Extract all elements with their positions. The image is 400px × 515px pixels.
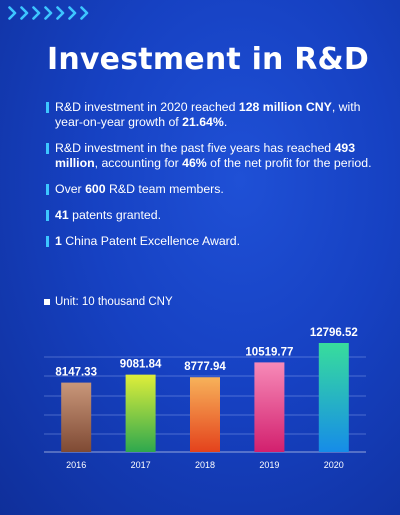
legend-square-icon bbox=[44, 299, 50, 305]
highlight-figure: 21.64% bbox=[182, 115, 224, 129]
bullet-marker bbox=[46, 210, 49, 221]
highlight-figure: 41 bbox=[55, 208, 69, 222]
bar-2016 bbox=[61, 382, 92, 452]
unit-text: Unit: 10 thousand CNY bbox=[55, 296, 173, 308]
chevron-right-icon bbox=[44, 3, 53, 23]
bullet-marker bbox=[46, 143, 49, 154]
chevron-right-icon bbox=[32, 3, 41, 23]
chevron-right-icon bbox=[68, 3, 77, 23]
bar-value-label: 12796.52 bbox=[310, 327, 358, 339]
bullet-marker bbox=[46, 102, 49, 113]
chart-unit-label: Unit: 10 thousand CNY bbox=[44, 296, 173, 308]
bar-2020 bbox=[318, 343, 349, 452]
highlight-text: , with year-on-year growth of bbox=[55, 100, 361, 129]
x-tick-label: 2017 bbox=[131, 460, 151, 470]
highlight-item: R&D investment in 2020 reached 128 milli… bbox=[46, 100, 386, 130]
page-title: Investment in R&D bbox=[47, 42, 370, 77]
highlight-text: R&D team members. bbox=[105, 182, 224, 196]
bar-2019 bbox=[254, 362, 285, 452]
highlight-item: R&D investment in the past five years ha… bbox=[46, 141, 386, 171]
highlight-figure: 1 bbox=[55, 234, 62, 248]
highlight-figure: 600 bbox=[85, 182, 106, 196]
highlight-text: , accounting for bbox=[94, 156, 183, 170]
highlight-figure: 493 million bbox=[55, 141, 356, 170]
chevron-right-icon bbox=[56, 3, 65, 23]
bar-value-label: 9081.84 bbox=[120, 359, 162, 371]
bullet-marker bbox=[46, 184, 49, 195]
x-tick-label: 2019 bbox=[259, 460, 279, 470]
highlight-figure: 128 million CNY bbox=[238, 100, 332, 114]
chevron-right-icon bbox=[80, 3, 89, 23]
x-tick-label: 2018 bbox=[195, 460, 215, 470]
highlights-list: R&D investment in 2020 reached 128 milli… bbox=[46, 100, 386, 260]
chevron-right-icon bbox=[8, 3, 17, 23]
highlight-text: R&D investment in the past five years ha… bbox=[55, 141, 335, 155]
rnd-investment-bar-chart: 8147.33 2016 9081.84 2017 8777.94 2018 10519.7… bbox=[44, 327, 366, 470]
highlight-figure: 46% bbox=[182, 156, 207, 170]
highlight-text: of the net profit for the period. bbox=[206, 156, 372, 170]
highlight-text: patents granted. bbox=[68, 208, 161, 222]
highlight-text: Over bbox=[55, 182, 86, 196]
bar-value-label: 8147.33 bbox=[55, 367, 97, 379]
decorative-chevrons bbox=[8, 3, 92, 27]
bullet-marker bbox=[46, 236, 49, 247]
chevron-right-icon bbox=[20, 3, 29, 23]
highlight-text: China Patent Excellence Award. bbox=[61, 234, 241, 248]
x-tick-label: 2016 bbox=[66, 460, 86, 470]
highlight-text: . bbox=[223, 115, 228, 129]
highlight-item: Over 600 R&D team members. bbox=[46, 182, 386, 197]
bar-2017 bbox=[125, 374, 156, 452]
bar-value-label: 8777.94 bbox=[184, 361, 226, 373]
highlight-item: 41 patents granted. bbox=[46, 208, 386, 223]
highlight-item: 1 China Patent Excellence Award. bbox=[46, 234, 386, 249]
highlight-text: R&D investment in 2020 reached bbox=[55, 100, 239, 114]
x-tick-label: 2020 bbox=[324, 460, 344, 470]
bar-value-label: 10519.77 bbox=[245, 346, 293, 358]
bar-2018 bbox=[190, 377, 220, 452]
